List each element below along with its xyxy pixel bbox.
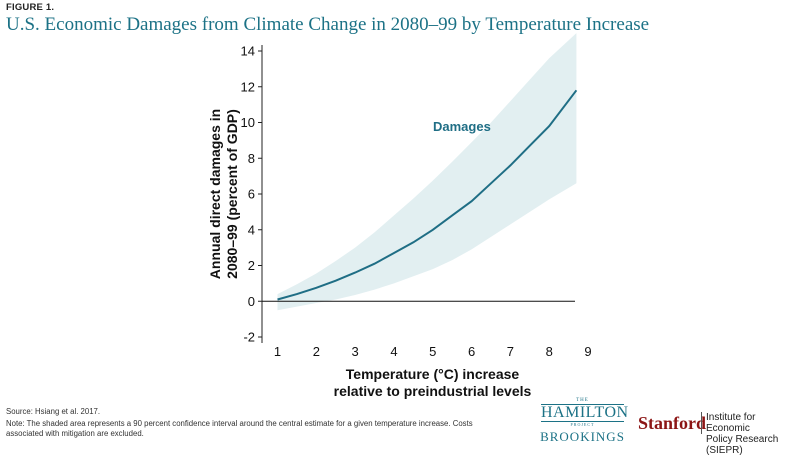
y-tick-label: 12: [241, 79, 255, 94]
source-note: Source: Hsiang et al. 2017.: [6, 407, 101, 416]
stanford-logo: Stanford: [638, 413, 707, 433]
y-tick-label: 10: [241, 115, 255, 130]
damages-series-line: [277, 89, 578, 301]
brookings-logo: BROOKINGS: [540, 429, 625, 444]
x-axis-label: Temperature (°C) increase relative to pr…: [275, 366, 590, 400]
x-tick-label: 5: [429, 344, 436, 359]
figure-label: FIGURE 1.: [6, 2, 55, 13]
chart-title: U.S. Economic Damages from Climate Chang…: [6, 14, 650, 35]
hamilton-project-logo: THE HAMILTON PROJECT BROOKINGS: [535, 398, 630, 444]
x-tick-label: 3: [352, 344, 359, 359]
y-tick-label: -2: [243, 330, 255, 345]
logo-divider: [701, 412, 702, 434]
x-tick-label: 7: [507, 344, 514, 359]
y-tick-label: 4: [248, 222, 255, 237]
siepr-logo: Institute for Economic Policy Research (…: [706, 412, 800, 456]
siepr-line1: Institute for Economic: [706, 412, 756, 434]
y-tick-label: 6: [248, 187, 255, 202]
y-axis-label: Annual direct damages in 2080–99 (percent…: [207, 109, 240, 279]
x-axis-label-line1: Temperature (°C) increase: [345, 366, 520, 382]
hamilton-the: THE: [576, 398, 589, 403]
confidence-band: [277, 33, 577, 311]
x-axis-label-line2: relative to preindustrial levels: [333, 383, 532, 399]
series-label-damages: Damages: [433, 119, 491, 134]
x-tick-label: 2: [313, 344, 320, 359]
siepr-line2: Policy Research (SIEPR): [706, 434, 779, 456]
x-tick-label: 6: [468, 344, 475, 359]
y-tick-label: 8: [248, 151, 255, 166]
hamilton-name: HAMILTON: [541, 404, 629, 422]
y-axis-label-line2: 2080–99 (percent of GDP): [224, 109, 240, 279]
y-tick-label: 14: [241, 44, 255, 59]
hamilton-project: PROJECT: [570, 422, 595, 427]
y-axis-label-line1: Annual direct damages in: [207, 109, 223, 279]
x-tick-label: 1: [274, 344, 281, 359]
x-tick-label: 4: [390, 344, 397, 359]
y-tick-label: 0: [248, 294, 255, 309]
y-tick-label: 2: [248, 258, 255, 273]
x-tick-label: 8: [546, 344, 553, 359]
x-tick-label: 9: [584, 344, 591, 359]
confidence-note: Note: The shaded area represents a 90 pe…: [6, 419, 473, 438]
